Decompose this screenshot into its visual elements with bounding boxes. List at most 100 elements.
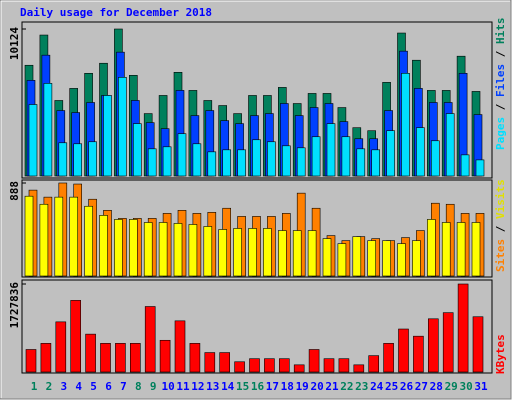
legend: Sites / Visits — [494, 179, 507, 272]
x-tick-label: 4 — [75, 380, 82, 393]
x-tick-label: 6 — [105, 380, 112, 393]
bar — [73, 143, 82, 177]
bar — [471, 222, 481, 277]
bar — [118, 77, 127, 177]
x-tick-label: 13 — [206, 380, 219, 393]
x-tick-label: 3 — [60, 380, 67, 393]
bar — [219, 352, 230, 373]
bar — [445, 113, 455, 177]
x-tick-label: 22 — [340, 380, 353, 393]
x-tick-label: 25 — [385, 380, 398, 393]
bar — [323, 358, 335, 373]
bar — [386, 130, 395, 177]
bar — [114, 219, 123, 277]
legend-separator: / — [494, 219, 507, 239]
bar — [367, 240, 377, 277]
bar — [397, 243, 406, 277]
x-tick-label: 21 — [325, 380, 339, 393]
y-tick-label: 888 — [8, 181, 21, 201]
bar — [278, 358, 290, 373]
bar — [100, 343, 111, 373]
bar — [353, 364, 365, 373]
bar — [99, 215, 108, 277]
bar — [267, 141, 276, 177]
bar — [189, 343, 201, 373]
bar — [460, 154, 470, 177]
bar — [311, 136, 321, 177]
bar — [39, 203, 49, 277]
bar — [338, 358, 350, 373]
bar — [43, 83, 53, 177]
bar — [159, 339, 171, 373]
bar — [472, 316, 484, 373]
x-tick-label: 29 — [445, 380, 458, 393]
x-tick-label: 2 — [46, 380, 53, 393]
legend-entry: Sites — [494, 239, 507, 272]
x-tick-label: 24 — [370, 380, 384, 393]
x-tick-label: 27 — [415, 380, 428, 393]
x-tick-label: 10 — [161, 380, 174, 393]
bar — [133, 123, 142, 177]
bar — [352, 236, 362, 277]
bar — [430, 140, 440, 177]
bar — [177, 133, 187, 177]
x-tick-label: 26 — [400, 380, 414, 393]
legend-entry: Files — [494, 64, 507, 97]
bar — [28, 104, 38, 177]
bar — [24, 195, 34, 277]
legend-separator: / — [494, 97, 507, 117]
bar — [383, 343, 394, 373]
bar — [129, 219, 138, 277]
bar — [69, 196, 78, 277]
bar — [192, 143, 202, 177]
bar — [371, 149, 381, 177]
bar — [173, 223, 183, 277]
y-tick-label: 1727836 — [8, 282, 21, 329]
bar — [158, 222, 168, 277]
legend-separator: / — [494, 44, 507, 64]
x-tick-label: 1 — [31, 380, 38, 393]
x-tick-label: 15 — [236, 380, 249, 393]
y-tick-label: 10124 — [8, 27, 21, 60]
bar — [130, 343, 141, 373]
bar — [326, 123, 336, 177]
bar — [413, 335, 424, 373]
legend: KBytes — [494, 334, 507, 374]
x-tick-label: 19 — [296, 380, 309, 393]
bar — [457, 283, 469, 373]
bar — [143, 222, 153, 277]
bar — [264, 358, 275, 373]
x-tick-label: 8 — [135, 380, 142, 393]
x-tick-label: 16 — [251, 380, 265, 393]
x-tick-label: 11 — [176, 380, 190, 393]
bar — [293, 364, 305, 373]
bar — [307, 230, 317, 277]
bar — [40, 343, 52, 373]
x-tick-label: 20 — [310, 380, 323, 393]
bar — [88, 141, 97, 177]
bar — [84, 205, 93, 277]
bar — [70, 300, 81, 373]
bar — [416, 127, 425, 177]
bar — [54, 196, 64, 277]
bar — [292, 230, 302, 277]
bar — [25, 349, 37, 373]
bar — [115, 343, 126, 373]
bar — [281, 145, 291, 177]
bar — [356, 148, 366, 177]
bar — [58, 142, 68, 177]
bar — [204, 352, 216, 373]
legend: Pages / Files / Hits — [494, 18, 507, 151]
bar — [222, 149, 231, 177]
bar — [252, 139, 261, 177]
bar — [218, 229, 227, 277]
bar — [174, 320, 186, 373]
legend-entry: Pages — [494, 117, 507, 150]
bar — [382, 240, 391, 277]
bar — [162, 146, 172, 177]
bar — [233, 228, 242, 277]
legend-entry: Hits — [494, 18, 507, 45]
bar — [441, 222, 451, 277]
bar — [103, 95, 112, 177]
